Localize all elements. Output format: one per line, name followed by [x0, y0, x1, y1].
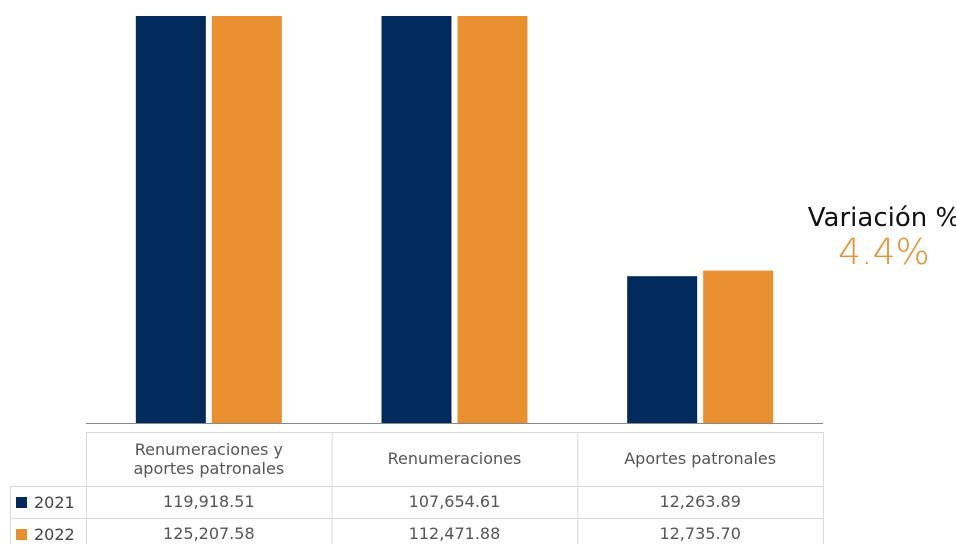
- bar-2021-3: [627, 276, 698, 423]
- bar-2021-2: [381, 16, 452, 423]
- bar-2022-1: [211, 16, 282, 423]
- variation-callout: Variación % 4.4%: [806, 204, 956, 272]
- bar-2022-2: [457, 16, 528, 423]
- variation-value: 4.4%: [838, 231, 930, 273]
- bar-2022-3: [703, 270, 774, 423]
- bar-2021-1: [135, 16, 206, 423]
- variation-label: Variación %: [807, 203, 956, 233]
